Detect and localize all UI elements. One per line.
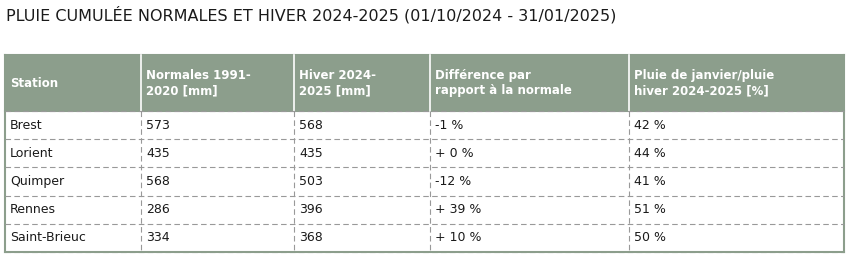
Bar — [294, 224, 430, 252]
Text: -1 %: -1 % — [436, 119, 464, 132]
Text: 334: 334 — [146, 231, 170, 244]
Bar — [628, 55, 844, 111]
Bar — [5, 139, 141, 168]
Bar — [5, 55, 141, 111]
Text: 51 %: 51 % — [633, 203, 666, 216]
Bar — [430, 111, 628, 139]
Text: Pluie de janvier/pluie
hiver 2024-2025 [%]: Pluie de janvier/pluie hiver 2024-2025 [… — [633, 69, 773, 97]
Text: 568: 568 — [299, 119, 323, 132]
Bar — [430, 224, 628, 252]
Bar — [141, 196, 294, 224]
Text: 435: 435 — [299, 147, 323, 160]
Bar — [141, 55, 294, 111]
Bar — [294, 139, 430, 168]
Bar — [294, 55, 430, 111]
Bar — [628, 111, 844, 139]
Text: 568: 568 — [146, 175, 170, 188]
Bar — [294, 168, 430, 196]
Bar — [430, 139, 628, 168]
Text: Normales 1991-
2020 [mm]: Normales 1991- 2020 [mm] — [146, 69, 250, 97]
Text: Quimper: Quimper — [10, 175, 65, 188]
Bar — [628, 224, 844, 252]
Text: PLUIE CUMULÉE NORMALES ET HIVER 2024-2025 (01/10/2024 - 31/01/2025): PLUIE CUMULÉE NORMALES ET HIVER 2024-202… — [6, 6, 616, 23]
Text: 368: 368 — [299, 231, 323, 244]
Text: 435: 435 — [146, 147, 170, 160]
Text: + 39 %: + 39 % — [436, 203, 481, 216]
Bar — [141, 224, 294, 252]
Text: 50 %: 50 % — [633, 231, 666, 244]
Text: 503: 503 — [299, 175, 323, 188]
Text: -12 %: -12 % — [436, 175, 471, 188]
Bar — [294, 111, 430, 139]
Bar — [430, 196, 628, 224]
Bar — [294, 196, 430, 224]
Text: Rennes: Rennes — [10, 203, 56, 216]
Text: 44 %: 44 % — [633, 147, 666, 160]
Text: 396: 396 — [299, 203, 323, 216]
Text: Hiver 2024-
2025 [mm]: Hiver 2024- 2025 [mm] — [299, 69, 376, 97]
Bar — [141, 168, 294, 196]
Text: Brest: Brest — [10, 119, 42, 132]
Bar — [430, 55, 628, 111]
Bar — [628, 196, 844, 224]
Text: Saint-Brieuc: Saint-Brieuc — [10, 231, 86, 244]
Bar — [628, 139, 844, 168]
Text: Différence par
rapport à la normale: Différence par rapport à la normale — [436, 69, 572, 97]
Bar — [628, 168, 844, 196]
Text: Station: Station — [10, 77, 58, 90]
Bar — [141, 111, 294, 139]
Bar — [430, 168, 628, 196]
Bar — [5, 168, 141, 196]
Text: + 0 %: + 0 % — [436, 147, 474, 160]
Bar — [5, 196, 141, 224]
Bar — [5, 111, 141, 139]
Text: 41 %: 41 % — [633, 175, 666, 188]
Text: 286: 286 — [146, 203, 170, 216]
Text: Lorient: Lorient — [10, 147, 53, 160]
Text: 42 %: 42 % — [633, 119, 666, 132]
Bar — [5, 224, 141, 252]
Text: + 10 %: + 10 % — [436, 231, 481, 244]
Bar — [141, 139, 294, 168]
Text: 573: 573 — [146, 119, 170, 132]
